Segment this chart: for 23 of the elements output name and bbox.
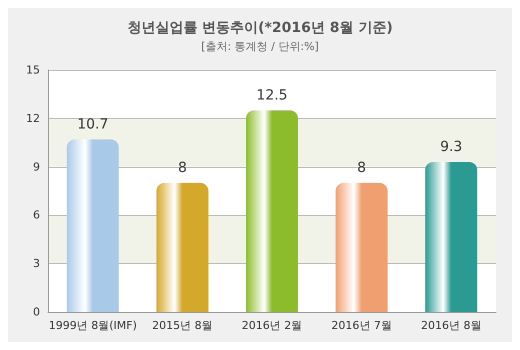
y-tick-label: 12 <box>26 112 40 125</box>
data-label: 10.7 <box>77 116 108 132</box>
y-tick-label: 9 <box>33 160 40 174</box>
bar <box>66 139 119 312</box>
y-tick-label: 3 <box>33 257 40 270</box>
x-tick-label: 2016년 7월 <box>331 319 392 332</box>
chart-subtitle: [출처: 통계청 / 단위:%] <box>201 40 319 53</box>
y-tick-label: 6 <box>33 208 40 222</box>
bar <box>425 162 478 312</box>
data-label: 12.5 <box>256 87 288 104</box>
x-tick-label: 1999년 8월(IMF) <box>48 319 137 332</box>
bar <box>246 110 298 312</box>
data-label: 9.3 <box>440 138 462 155</box>
x-tick-label: 2016년 8월 <box>420 319 482 332</box>
chart-title: 청년실업률 변동추이(*2016년 8월 기준) <box>127 20 393 36</box>
y-tick-label: 0 <box>33 306 40 318</box>
x-tick-label: 2015년 8월 <box>152 319 213 332</box>
bar <box>336 182 388 312</box>
data-label: 8 <box>357 160 366 176</box>
bar <box>156 182 208 312</box>
data-label: 8 <box>178 160 187 176</box>
y-tick-label: 15 <box>26 64 40 76</box>
x-tick-label: 2016년 2월 <box>242 319 302 332</box>
